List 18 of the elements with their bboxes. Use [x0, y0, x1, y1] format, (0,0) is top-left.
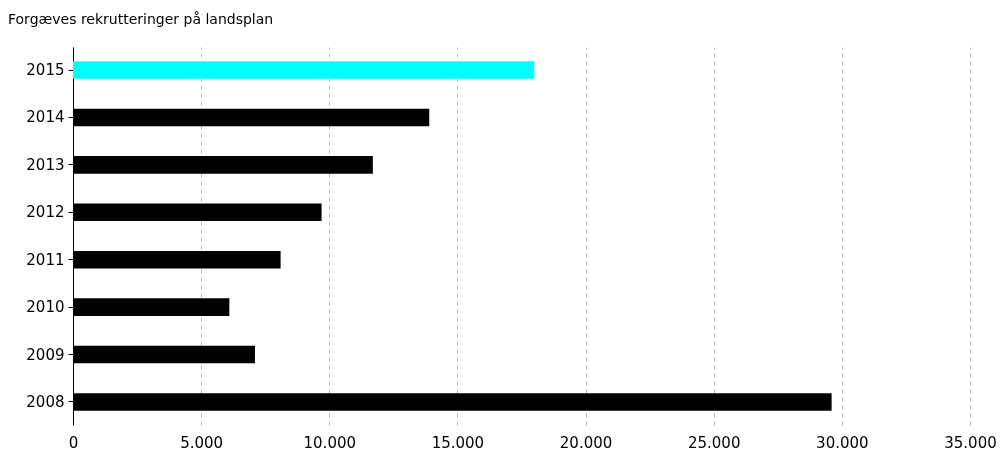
- chart-title: Forgæves rekrutteringer på landsplan: [8, 11, 274, 27]
- y-tick-label: 2009: [26, 345, 65, 364]
- bar: [73, 61, 535, 79]
- x-tick-label: 15.000: [431, 433, 485, 452]
- x-tick-label: 35.000: [944, 433, 997, 452]
- y-tick-label: 2014: [26, 108, 65, 127]
- y-tick-label: 2012: [26, 203, 65, 222]
- x-tick-label: 5.000: [180, 433, 224, 452]
- y-tick-label: 2013: [26, 155, 65, 174]
- x-tick-label: 20.000: [559, 433, 613, 452]
- x-tick-label: 10.000: [303, 433, 357, 452]
- y-tick-label: 2011: [26, 250, 65, 269]
- x-tick-label: 0: [68, 433, 79, 452]
- x-tick-label: 30.000: [816, 433, 869, 452]
- y-tick-label: 2010: [26, 298, 65, 317]
- y-tick-label: 2015: [26, 61, 65, 79]
- y-tick-label: 2008: [26, 393, 65, 411]
- x-tick-label: 25.000: [687, 433, 741, 452]
